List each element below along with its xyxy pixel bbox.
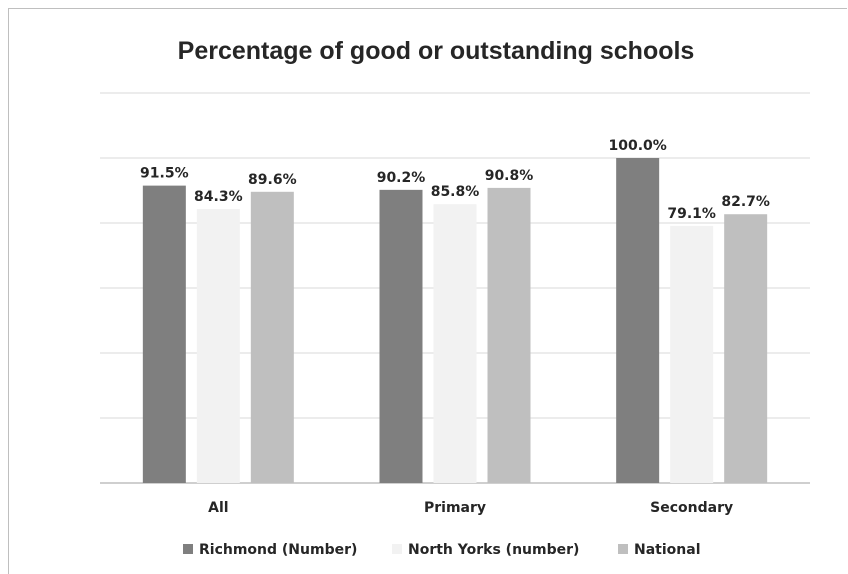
data-label: 90.2%: [377, 170, 426, 186]
legend-label: North Yorks (number): [408, 542, 579, 558]
data-label: 82.7%: [721, 194, 770, 210]
data-label: 85.8%: [431, 184, 480, 200]
legend-label: National: [634, 542, 701, 558]
category-label: Secondary: [650, 500, 733, 516]
legend-swatch: [183, 544, 193, 554]
legend: Richmond (Number) North Yorks (number) Nat…: [183, 542, 701, 558]
bar-secondary-series-1: [616, 158, 660, 483]
bar-secondary-series-2: [670, 225, 714, 484]
category-label: All: [208, 500, 228, 516]
bar-all-series-3: [250, 191, 294, 484]
chart-title: Percentage of good or outstanding school…: [178, 37, 695, 65]
bar-all-series-1: [142, 185, 186, 483]
chart-frame: [8, 8, 847, 574]
bar-all-series-2: [196, 209, 240, 483]
bar-primary-series-3: [487, 187, 531, 483]
data-label: 89.6%: [248, 172, 297, 188]
bar-secondary-series-3: [724, 214, 768, 483]
data-labels: 91.5% 84.3% 89.6% 90.2% 85.8% 90.8% 100.0% 79.1…: [140, 138, 770, 222]
data-label: 90.8%: [485, 168, 534, 184]
bar-primary-series-2: [433, 204, 477, 483]
legend-swatch: [392, 544, 402, 554]
category-label: Primary: [424, 500, 486, 516]
legend-label: Richmond (Number): [199, 542, 357, 558]
data-label: 84.3%: [194, 189, 243, 205]
data-label: 79.1%: [667, 206, 716, 222]
bars: [142, 158, 768, 484]
legend-swatch: [618, 544, 628, 554]
data-label: 100.0%: [609, 138, 667, 154]
data-label: 91.5%: [140, 166, 189, 182]
category-labels: All Primary Secondary: [208, 500, 733, 516]
bar-primary-series-1: [379, 189, 423, 483]
